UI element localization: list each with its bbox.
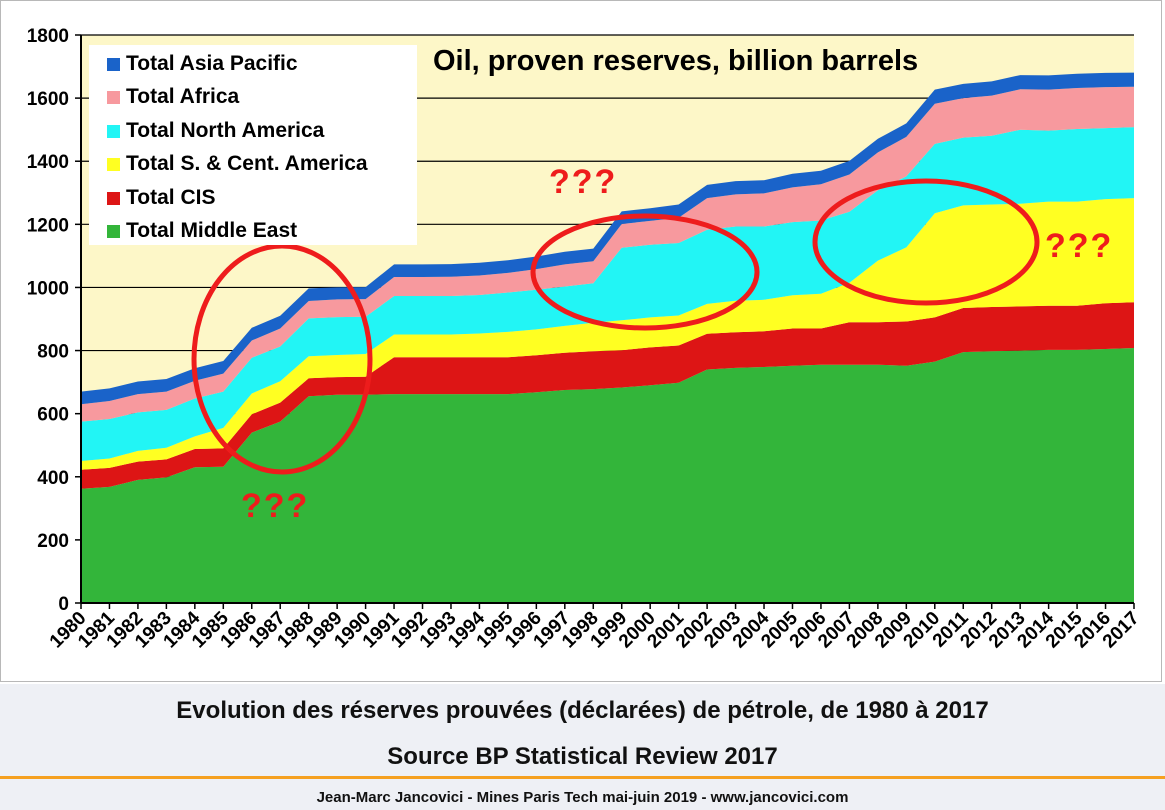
question-marks-annotation: ???	[241, 487, 310, 525]
y-tick-label: 1000	[27, 278, 69, 299]
legend-swatch	[107, 157, 120, 171]
legend-label: Total Asia Pacific	[126, 52, 298, 75]
legend-item-north-america: Total North America	[107, 116, 324, 146]
y-tick-label: 1800	[27, 26, 69, 47]
legend-label: Total CIS	[126, 186, 216, 209]
legend-item-middle-east: Total Middle East	[107, 216, 297, 246]
legend-swatch	[107, 224, 120, 238]
chart-frame: 0 200 400 600 800 1000 1200 1400 1600 1800 1980 19…	[0, 0, 1162, 682]
y-tick-label: 200	[37, 531, 69, 552]
legend-swatch	[107, 191, 120, 205]
legend-item-south-central-america: Total S. & Cent. America	[107, 149, 368, 179]
legend-swatch	[107, 90, 120, 104]
legend-label: Total North America	[126, 119, 325, 142]
legend-swatch	[107, 124, 120, 138]
y-tick-label: 400	[37, 468, 69, 489]
legend-item-cis: Total CIS	[107, 183, 215, 213]
question-marks-annotation: ???	[549, 163, 618, 201]
area-total-north-america	[81, 127, 1134, 461]
y-tick-labels: 0 200 400 600 800 1000 1200 1400 1600 1800	[27, 26, 81, 615]
caption-source: Source BP Statistical Review 2017	[387, 743, 778, 770]
y-tick-label: 600	[37, 405, 69, 426]
y-tick-label: 0	[58, 594, 69, 615]
y-tick-label: 800	[37, 342, 69, 363]
highlight-ellipses	[191, 178, 1040, 475]
legend-label: Total Africa	[126, 85, 240, 108]
caption-title: Evolution des réserves prouvées (déclaré…	[176, 697, 989, 724]
y-tick-label: 1600	[27, 89, 69, 110]
legend-item-asia-pacific: Total Asia Pacific	[107, 49, 298, 79]
area-total-s-cent-america	[81, 198, 1134, 470]
highlight-ellipse-2008	[812, 178, 1040, 306]
legend-swatch	[107, 57, 120, 71]
caption-band: Evolution des réserves prouvées (déclaré…	[0, 684, 1165, 810]
x-tick-labels: 1980198119821983198419851986198719881989…	[46, 603, 1144, 652]
legend-item-africa: Total Africa	[107, 82, 239, 112]
area-series	[81, 72, 1134, 603]
stacked-area-chart: 0 200 400 600 800 1000 1200 1400 1600 1800 198019…	[27, 26, 1144, 652]
highlight-ellipse-1999	[530, 213, 760, 331]
area-total-asia-pacific	[81, 72, 1134, 405]
chart-title: Oil, proven reserves, billion barrels	[433, 45, 919, 77]
footer-divider	[0, 776, 1165, 779]
question-marks-annotation: ???	[1045, 227, 1114, 265]
legend-label: Total S. & Cent. America	[126, 152, 368, 175]
y-tick-label: 1200	[27, 215, 69, 236]
area-total-africa	[81, 86, 1134, 422]
y-tick-label: 1400	[27, 152, 69, 173]
area-total-cis	[81, 302, 1134, 489]
legend: Total Asia Pacific Total Africa Total No…	[89, 45, 417, 245]
legend-label: Total Middle East	[126, 219, 298, 242]
highlight-ellipse-1986	[191, 243, 373, 475]
area-total-middle-east	[81, 348, 1134, 603]
axes	[80, 35, 1134, 604]
footer-credit: Jean-Marc Jancovici - Mines Paris Tech m…	[316, 789, 849, 806]
